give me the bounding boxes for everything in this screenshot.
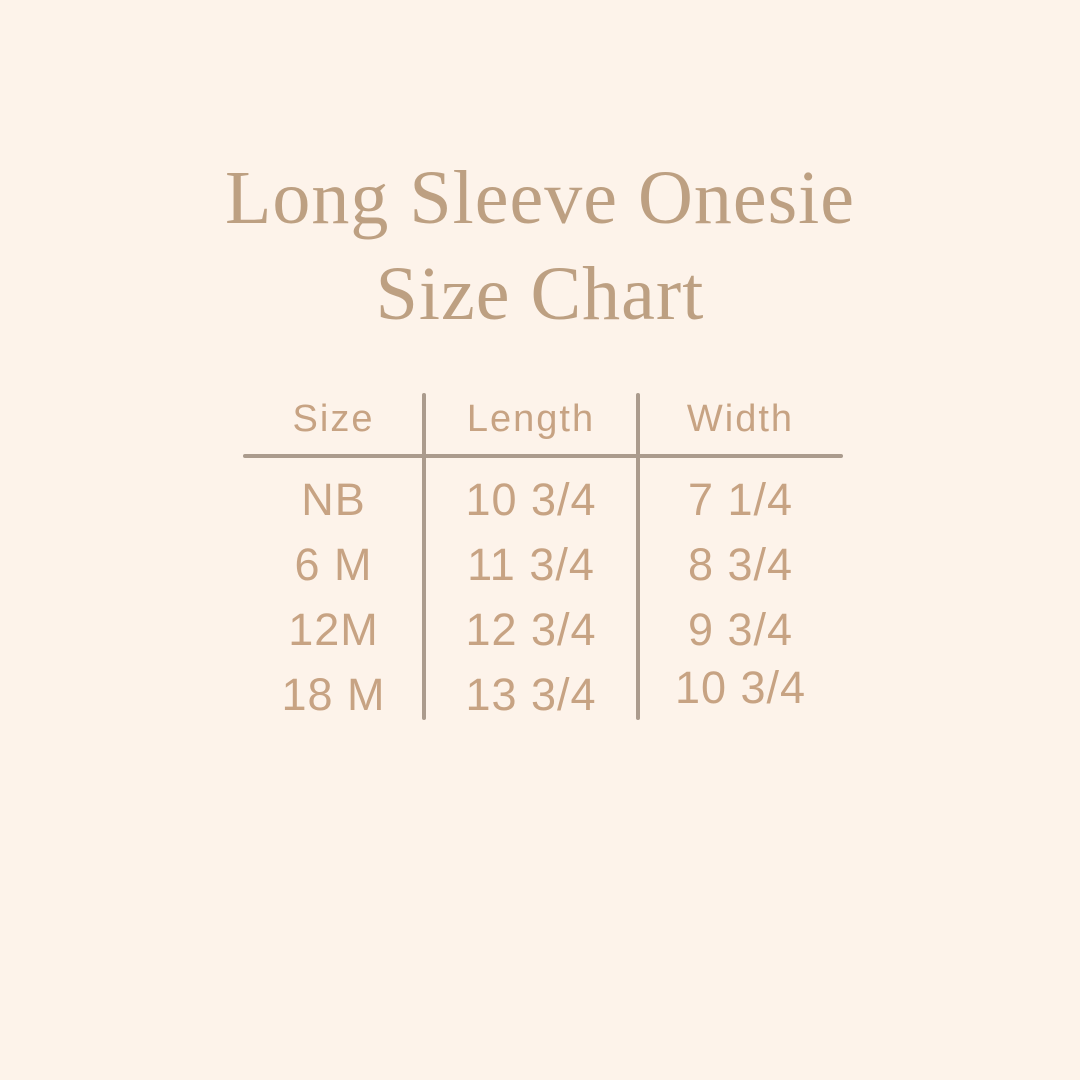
cell-length: 10 3/4 — [465, 473, 597, 525]
cell-size: 18 M — [281, 668, 386, 720]
cell-size: 12M — [288, 603, 379, 655]
cell-length: 12 3/4 — [465, 603, 597, 655]
cell-width: 7 1/4 — [687, 473, 794, 525]
header-cell-width: Width — [686, 398, 795, 440]
header-divider-line — [243, 454, 843, 458]
cell-size: NB — [301, 473, 366, 525]
cell-size: 6 M — [294, 538, 373, 590]
table-header-row: Size Length Width — [243, 385, 843, 454]
table-row: 12M 12 3/4 9 3/4 — [243, 597, 843, 662]
table-row: NB 10 3/4 7 1/4 — [243, 467, 843, 532]
table-body: NB 10 3/4 7 1/4 6 M 11 3/4 8 3/4 12M 12 … — [243, 467, 843, 727]
chart-title-line2: Size Chart — [375, 252, 705, 336]
cell-width: 9 3/4 — [687, 603, 794, 655]
header-cell-length: Length — [466, 398, 596, 440]
chart-title-line1: Long Sleeve Onesie — [224, 156, 856, 240]
column-divider-line-2 — [636, 393, 640, 720]
cell-width: 8 3/4 — [687, 538, 794, 590]
table-row: 18 M 13 3/4 10 3/4 — [243, 662, 843, 727]
table-row: 6 M 11 3/4 8 3/4 — [243, 532, 843, 597]
cell-length: 13 3/4 — [465, 668, 597, 720]
size-table: Size Length Width NB 10 3/4 7 1/4 6 M 11… — [243, 385, 843, 727]
cell-width: 10 3/4 — [674, 661, 807, 713]
header-cell-size: Size — [292, 398, 375, 440]
column-divider-line-1 — [422, 393, 426, 720]
chart-title: Long Sleeve Onesie Size Chart — [0, 150, 1080, 342]
cell-length: 11 3/4 — [467, 538, 595, 590]
